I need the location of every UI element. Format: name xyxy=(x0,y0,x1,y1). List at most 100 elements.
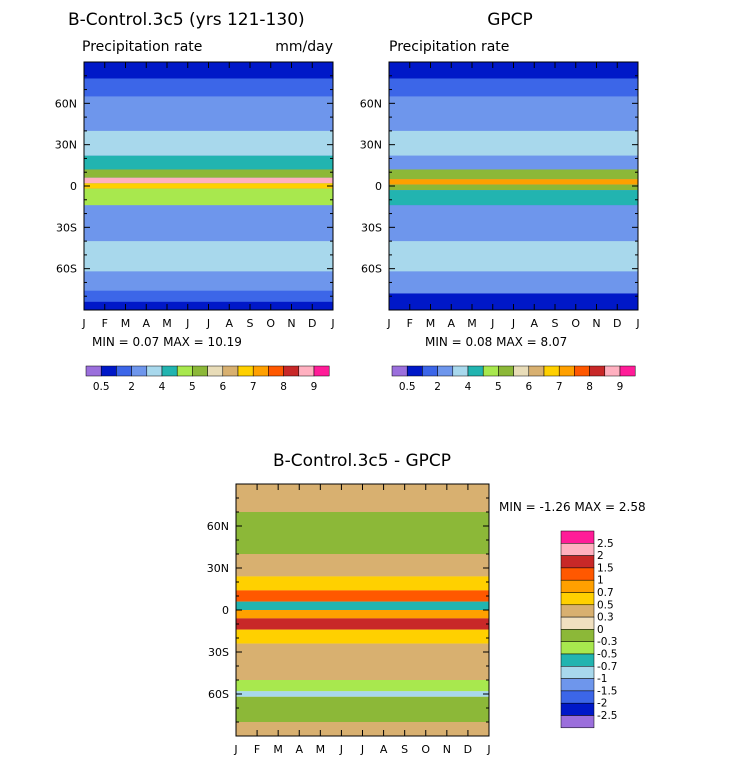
contour-band-2 xyxy=(389,96,638,131)
colorbar-swatch xyxy=(560,690,595,704)
x-tick-label: S xyxy=(247,317,254,330)
x-tick-label: M xyxy=(273,743,283,756)
colorbar-swatch xyxy=(268,365,284,377)
contour-band-1 xyxy=(236,512,489,554)
colorbar-swatch xyxy=(498,365,514,377)
x-tick-label: J xyxy=(635,317,639,330)
colorbar-swatch xyxy=(560,567,595,581)
colorbar-swatch xyxy=(560,653,595,667)
panel-model-bands xyxy=(84,62,333,310)
colorbar-swatch xyxy=(161,365,178,377)
contour-band-6 xyxy=(389,179,638,185)
colorbar-label: -1 xyxy=(597,673,607,685)
colorbar-swatch xyxy=(560,629,595,642)
x-tick-label: S xyxy=(401,743,408,756)
x-tick-label: J xyxy=(486,743,490,756)
y-tick-label: 30S xyxy=(361,221,382,234)
y-tick-label: 0 xyxy=(70,180,77,193)
panel-model-subtitle: Precipitation rate xyxy=(82,39,202,55)
contour-band-11 xyxy=(389,271,638,294)
x-tick-label: D xyxy=(613,317,621,330)
colorbar-label: -0.3 xyxy=(597,636,618,648)
colorbar-model: 0.5 2 4 5 6 7 8 9 xyxy=(85,365,330,393)
colorbar-label: 0.5 xyxy=(399,381,416,393)
panel-diff-stats: MIN = -1.26 MAX = 2.58 xyxy=(499,500,646,514)
colorbar-label: 7 xyxy=(556,381,563,393)
x-tick-label: A xyxy=(225,317,233,330)
panel-model-stats: MIN = 0.07 MAX = 10.19 xyxy=(92,335,242,349)
x-tick-label: J xyxy=(206,317,210,330)
colorbar-swatch xyxy=(422,365,438,377)
colorbar-swatch xyxy=(391,365,408,377)
contour-band-12 xyxy=(84,290,333,302)
contour-band-8 xyxy=(389,190,638,206)
colorbar-swatch xyxy=(560,678,595,692)
colorbar-label: 6 xyxy=(525,381,532,393)
x-tick-label: D xyxy=(464,743,472,756)
y-tick-label: 30N xyxy=(360,139,382,152)
x-tick-label: O xyxy=(571,317,580,330)
x-tick-label: J xyxy=(490,317,494,330)
x-tick-label: N xyxy=(287,317,295,330)
x-tick-label: J xyxy=(233,743,237,756)
colorbar-label: -2.5 xyxy=(597,710,618,722)
x-tick-label: M xyxy=(467,317,477,330)
colorbar-swatch xyxy=(146,365,163,377)
colorbar-swatch xyxy=(589,365,606,377)
colorbar-label: 6 xyxy=(219,381,226,393)
contour-band-5 xyxy=(84,169,333,178)
panel-obs-subtitle: Precipitation rate xyxy=(389,39,509,55)
contour-band-8 xyxy=(84,188,333,206)
colorbar-swatch xyxy=(560,702,595,716)
colorbar-label: 7 xyxy=(250,381,257,393)
panel-diff-bands xyxy=(236,484,489,736)
contour-band-4 xyxy=(236,590,489,602)
contour-band-3 xyxy=(236,576,489,591)
contour-band-11 xyxy=(236,691,489,697)
panel-obs-y-ticks: 60N 30N 0 30S 60S xyxy=(360,75,638,297)
colorbar-swatch xyxy=(100,365,117,377)
colorbar-swatch xyxy=(406,365,423,377)
colorbar-label: 9 xyxy=(311,381,318,393)
contour-band-4 xyxy=(389,155,638,170)
colorbar-label: 8 xyxy=(280,381,287,393)
panel-obs-stats: MIN = 0.08 MAX = 8.07 xyxy=(425,335,567,349)
contour-band-9 xyxy=(236,643,489,680)
contour-band-2 xyxy=(84,96,333,131)
x-tick-label: J xyxy=(339,743,343,756)
colorbar-swatch xyxy=(207,365,224,377)
colorbar-label: 5 xyxy=(189,381,196,393)
contour-band-8 xyxy=(236,629,489,644)
colorbar-swatch xyxy=(558,365,575,377)
colorbar-swatch xyxy=(560,666,595,679)
colorbar-swatch xyxy=(560,715,595,729)
x-tick-label: M xyxy=(316,743,326,756)
panel-obs-title: GPCP xyxy=(487,10,533,30)
panel-model-y-ticks: 60N 30N 0 30S 60S xyxy=(55,75,333,297)
y-tick-label: 30N xyxy=(55,139,77,152)
colorbar-label: 0.5 xyxy=(93,381,110,393)
colorbar-obs: 0.5 2 4 5 6 7 8 9 xyxy=(391,365,636,393)
y-tick-label: 60S xyxy=(361,263,382,276)
colorbar-swatch xyxy=(560,579,595,593)
contour-band-12 xyxy=(236,696,489,722)
contour-band-7 xyxy=(236,618,489,630)
x-tick-label: J xyxy=(185,317,189,330)
colorbar-swatch xyxy=(131,365,148,377)
colorbar-label: -0.5 xyxy=(597,649,618,661)
colorbar-label: 0.7 xyxy=(597,587,614,599)
colorbar-label: 5 xyxy=(495,381,502,393)
contour-band-10 xyxy=(84,241,333,272)
colorbar-swatch xyxy=(237,365,254,377)
y-tick-label: 60N xyxy=(55,97,77,110)
colorbar-label: 1.5 xyxy=(597,562,614,574)
contour-band-7 xyxy=(389,184,638,191)
colorbar-label: 8 xyxy=(586,381,593,393)
panel-model: B-Control.3c5 (yrs 121-130) Precipitatio… xyxy=(55,10,335,349)
contour-band-2 xyxy=(236,554,489,577)
contour-band-3 xyxy=(84,130,333,156)
colorbar-label: 2.5 xyxy=(597,538,614,550)
colorbar-swatch xyxy=(298,365,315,377)
